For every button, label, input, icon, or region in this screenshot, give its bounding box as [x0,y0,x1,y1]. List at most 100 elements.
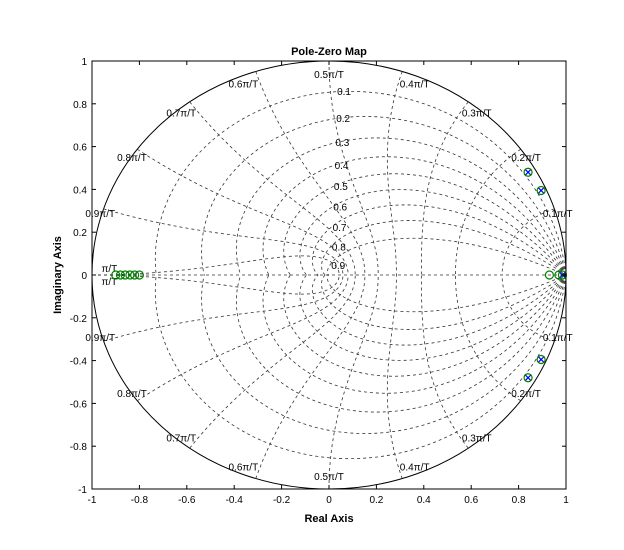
damping-label: 0.9 [331,261,345,272]
frequency-label-upper: 0.6π/T [229,80,259,91]
damping-curve-upper [154,90,567,276]
frequency-curve-lower [137,274,349,402]
frequency-curve-lower [501,274,555,342]
frequency-label-lower: 0.3π/T [462,434,492,445]
damping-curve-lower [327,274,567,313]
y-tick-label: 0.4 [73,185,87,196]
frequency-curve-upper [455,148,521,276]
y-tick-label: 0.8 [73,100,87,111]
damping-curve-upper [327,237,567,276]
chart-title: Pole-Zero Map [291,46,367,58]
frequency-label-upper: 0.5π/T [314,70,344,81]
frequency-label-upper: 0.1π/T [543,209,573,220]
frequency-label-lower: 0.2π/T [511,389,541,400]
x-tick-label: 1 [563,495,569,506]
x-tick-label: -1 [88,495,97,506]
frequency-curve-lower [420,274,469,449]
frequency-label-lower: 0.9π/T [85,333,115,344]
y-axis-label: Imaginary Axis [52,236,64,314]
y-tick-label: 1 [81,57,87,68]
x-tick-label: 0.8 [512,495,526,506]
pole-marker [537,186,545,195]
zero-marker [536,354,546,365]
damping-label: 0.3 [335,138,349,149]
frequency-curve-lower [386,274,403,479]
frequency-label-lower: 0.8π/T [117,389,147,400]
damping-curve-lower [154,274,567,460]
zero-marker [523,167,533,177]
frequency-label-lower: 0.5π/T [314,472,344,483]
damping-label: 0.1 [337,87,351,98]
y-tick-label: -1 [78,485,87,496]
frequency-curve-lower [103,274,344,342]
frequency-curve-upper [328,61,379,276]
zgrid: 0.1 0.2 0.3 0.4 0.5 0.6 0.7 0.8 0.9 0.1π/T 0.1π/T 0… [85,60,573,490]
frequency-label-lower: π/T [102,277,118,288]
frequency-label-upper: 0.3π/T [462,108,492,119]
frequency-curve-upper [91,255,340,276]
pole-marker [524,168,532,176]
zero-marker [523,373,533,383]
frequency-label-lower: 0.4π/T [400,462,430,473]
damping-curve-upper [321,220,567,276]
zero-marker [134,270,144,280]
zero-marker [536,185,546,196]
x-tick-label: -0.2 [273,495,291,506]
damping-curve-lower [201,274,567,434]
pole-marker [537,355,545,364]
frequency-curve-lower [328,274,379,489]
frequency-curve-upper [420,101,469,276]
zero-marker [111,270,121,280]
y-tick-label: -0.6 [70,399,88,410]
frequency-label-upper: 0.4π/T [400,80,430,91]
x-tick-label: -0.8 [131,495,149,506]
damping-label: 0.4 [335,161,349,172]
y-tick-label: 0.6 [73,143,87,154]
y-tick-label: 0 [81,271,87,282]
pole-marker [524,374,532,382]
damping-label: 0.2 [336,114,350,125]
frequency-curve-upper [137,148,349,276]
damping-curve-upper [201,116,567,276]
x-tick-label: -0.4 [226,495,244,506]
zero-marker [120,270,130,280]
x-tick-label: 0.4 [417,495,431,506]
x-axis-label: Real Axis [304,513,353,525]
frequency-curve-upper [189,101,356,276]
damping-label: 0.6 [333,203,347,214]
frequency-label-upper: 0.7π/T [166,108,196,119]
frequency-label-upper: 0.9π/T [85,209,115,220]
damping-curve-lower [321,274,567,330]
damping-label: 0.7 [333,223,347,234]
damping-label: 0.8 [332,243,346,254]
axis-ticks: -1 -0.8 -0.6 -0.4 -0.2 0 0.2 0.4 0.6 0.8 1 1 0.8 0.6 0… [70,57,569,506]
frequency-curve-upper [103,208,344,276]
damping-curve-lower [283,274,567,377]
damping-curve-upper [235,137,567,276]
zero-marker [130,270,140,280]
damping-curve-upper [311,204,567,276]
frequency-curve-upper [255,71,366,276]
x-tick-label: -0.6 [178,495,196,506]
damping-curve-lower [235,274,567,413]
frequency-label-lower: 0.1π/T [543,333,573,344]
zero-marker [115,270,126,280]
y-tick-label: -0.8 [70,442,88,453]
frequency-curve-upper [386,71,403,276]
x-tick-label: 0 [326,495,332,506]
damping-label: 0.5 [334,182,348,193]
frequency-curve-lower [255,274,366,479]
frequency-curve-lower [455,274,521,402]
frequency-label-upper: π/T [102,264,118,275]
x-tick-label: 0.6 [464,495,478,506]
zero-marker [125,270,135,280]
y-tick-label: -0.2 [70,314,88,325]
frequency-curve-upper [501,208,555,276]
damping-curve-lower [311,274,567,346]
frequency-curve-lower [91,274,340,295]
y-tick-label: 0.2 [73,228,87,239]
frequency-label-upper: 0.2π/T [511,153,541,164]
frequency-label-lower: 0.6π/T [229,462,259,473]
y-tick-label: -0.4 [70,357,88,368]
